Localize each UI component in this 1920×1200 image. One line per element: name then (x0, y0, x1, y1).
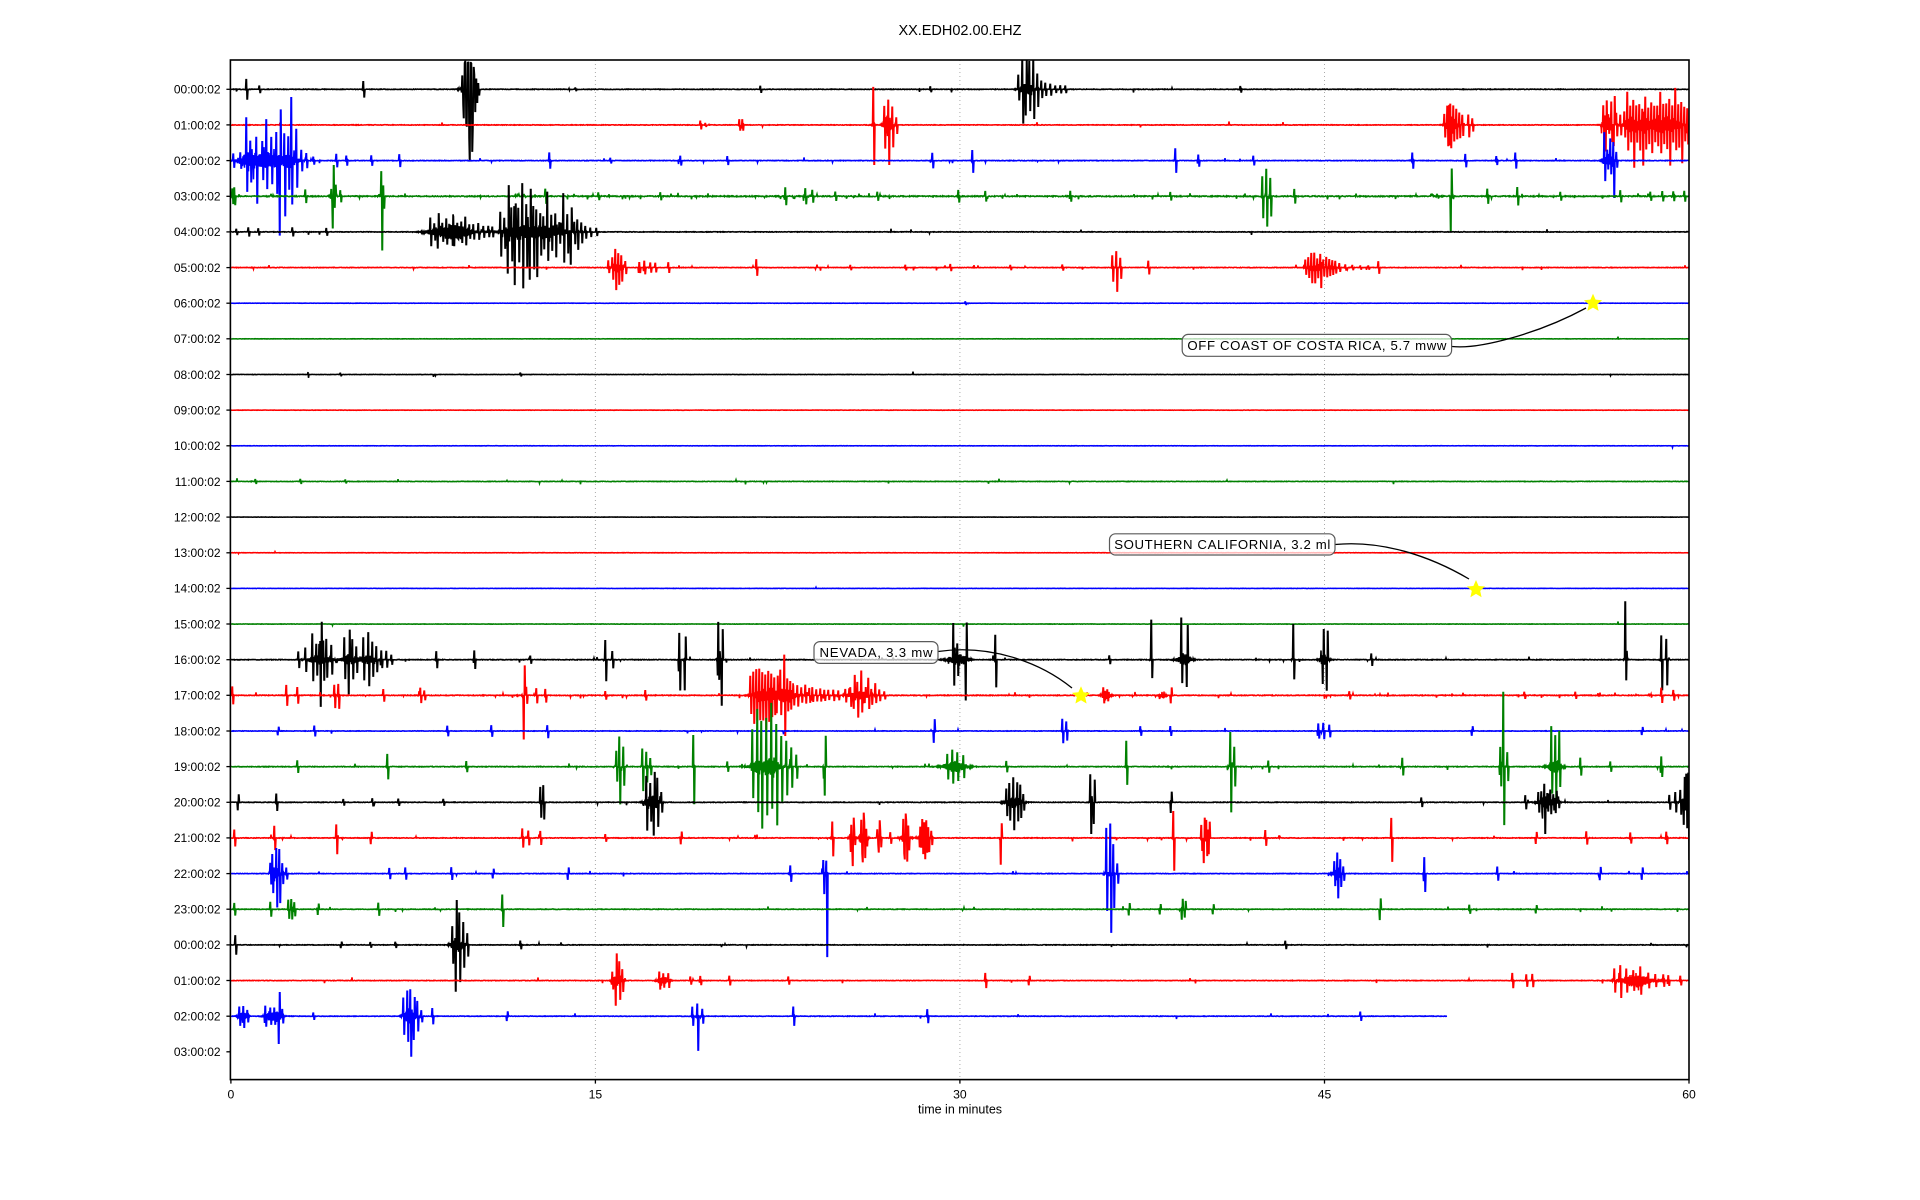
svg-text:12:00:02: 12:00:02 (174, 510, 221, 524)
svg-text:00:00:02: 00:00:02 (174, 83, 221, 97)
svg-text:11:00:02: 11:00:02 (175, 475, 221, 489)
svg-text:01:00:02: 01:00:02 (174, 118, 221, 132)
svg-text:45: 45 (1318, 1088, 1332, 1102)
svg-text:OFF COAST OF COSTA RICA, 5.7 m: OFF COAST OF COSTA RICA, 5.7 mww (1187, 338, 1446, 353)
svg-text:18:00:02: 18:00:02 (174, 724, 221, 738)
svg-text:02:00:02: 02:00:02 (174, 154, 221, 168)
svg-text:02:00:02: 02:00:02 (174, 1010, 221, 1024)
svg-text:20:00:02: 20:00:02 (174, 796, 221, 810)
svg-text:SOUTHERN CALIFORNIA, 3.2 ml: SOUTHERN CALIFORNIA, 3.2 ml (1114, 537, 1330, 552)
svg-text:03:00:02: 03:00:02 (174, 190, 221, 204)
svg-text:07:00:02: 07:00:02 (174, 332, 221, 346)
svg-text:08:00:02: 08:00:02 (174, 368, 221, 382)
svg-text:14:00:02: 14:00:02 (174, 582, 221, 596)
svg-text:09:00:02: 09:00:02 (174, 403, 221, 417)
svg-text:13:00:02: 13:00:02 (174, 546, 221, 560)
svg-text:XX.EDH02.00.EHZ: XX.EDH02.00.EHZ (899, 23, 1022, 39)
svg-text:NEVADA, 3.3 mw: NEVADA, 3.3 mw (820, 645, 933, 660)
svg-text:04:00:02: 04:00:02 (174, 225, 221, 239)
svg-text:03:00:02: 03:00:02 (174, 1045, 221, 1059)
svg-text:22:00:02: 22:00:02 (174, 867, 221, 881)
svg-text:06:00:02: 06:00:02 (174, 297, 221, 311)
svg-text:19:00:02: 19:00:02 (174, 760, 221, 774)
svg-text:17:00:02: 17:00:02 (174, 689, 221, 703)
svg-text:time in minutes: time in minutes (918, 1103, 1002, 1117)
svg-text:23:00:02: 23:00:02 (174, 903, 221, 917)
svg-text:00:00:02: 00:00:02 (174, 938, 221, 952)
svg-text:16:00:02: 16:00:02 (174, 653, 221, 667)
svg-text:60: 60 (1682, 1088, 1696, 1102)
svg-text:21:00:02: 21:00:02 (174, 831, 221, 845)
svg-text:10:00:02: 10:00:02 (174, 439, 221, 453)
svg-text:15:00:02: 15:00:02 (174, 617, 221, 631)
svg-text:01:00:02: 01:00:02 (174, 974, 221, 988)
svg-text:30: 30 (953, 1088, 967, 1102)
svg-text:15: 15 (589, 1088, 603, 1102)
svg-text:0: 0 (228, 1088, 235, 1102)
svg-text:05:00:02: 05:00:02 (174, 261, 221, 275)
